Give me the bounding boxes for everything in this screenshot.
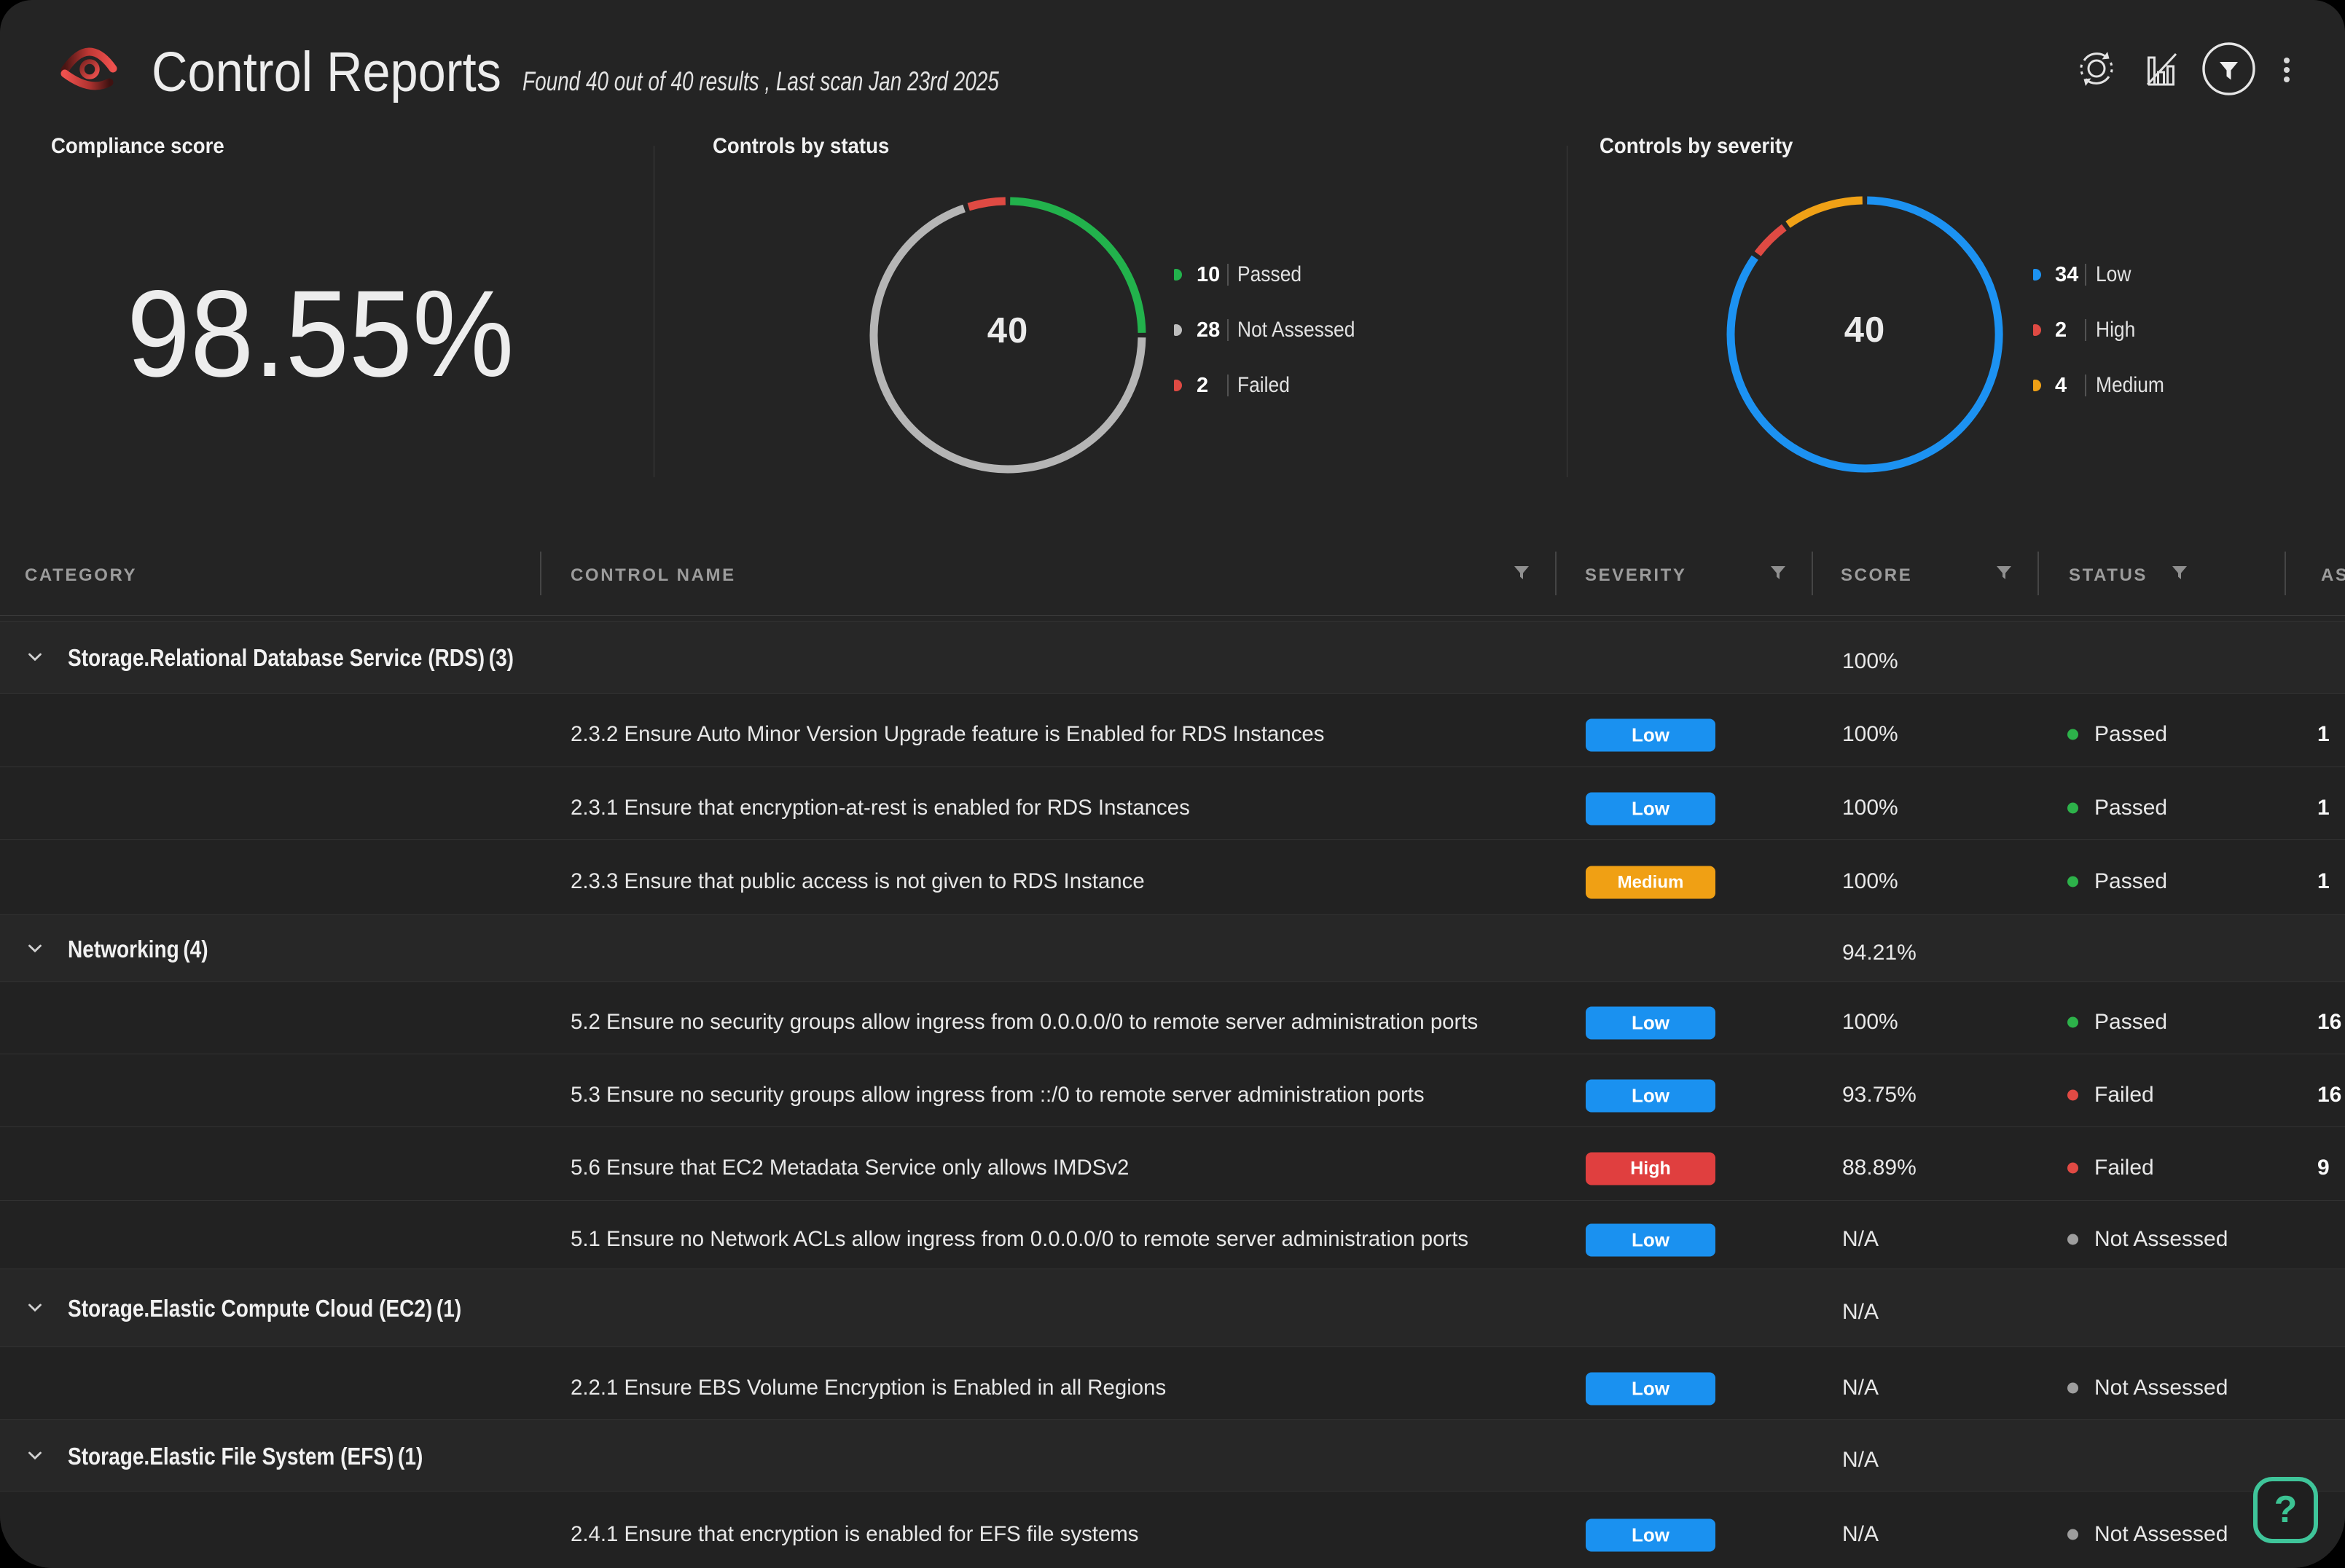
svg-text:40: 40 bbox=[1844, 310, 1886, 350]
svg-text:40: 40 bbox=[987, 311, 1029, 350]
